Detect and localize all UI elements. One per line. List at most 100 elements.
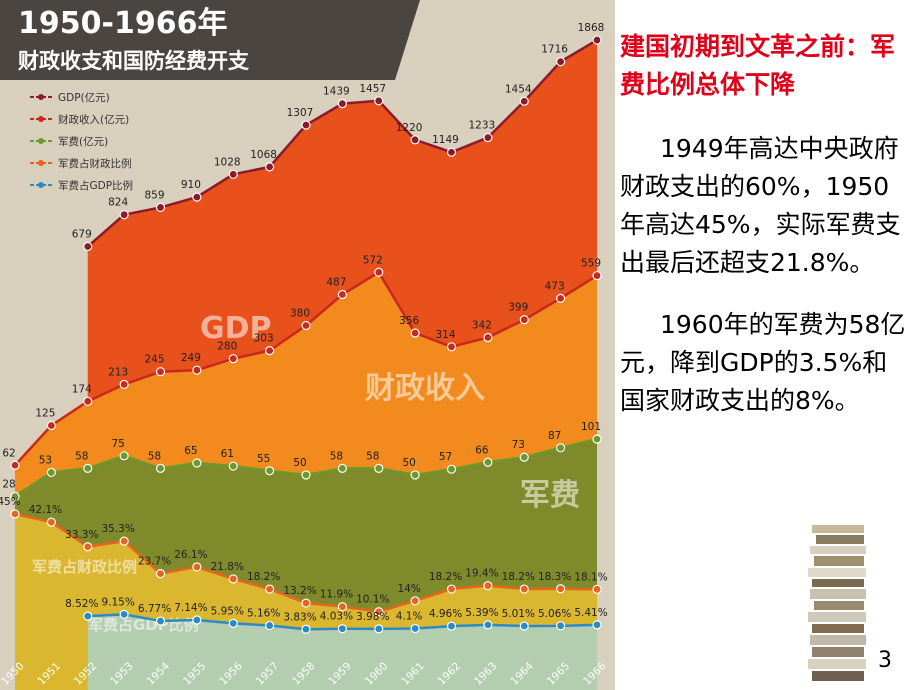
data-point: [265, 466, 275, 476]
data-point: [265, 620, 275, 631]
data-point: [446, 147, 457, 157]
data-point: [192, 458, 202, 468]
data-label: 28: [2, 478, 15, 490]
data-label: 58: [330, 450, 343, 462]
data-label: 314: [435, 329, 455, 341]
legend-label: 军费占GDP比例: [58, 179, 133, 192]
data-point: [83, 241, 93, 252]
legend-label: GDP(亿元): [58, 91, 110, 104]
data-point: [556, 621, 566, 631]
data-point: [301, 470, 311, 480]
data-label: 26.1%: [174, 549, 207, 561]
data-label: 1307: [287, 107, 314, 119]
data-label: 18.2%: [247, 571, 280, 583]
data-label: 8.52%: [65, 598, 98, 610]
plot: GDP财政收入军费军费占财政比例军费占GDP比例6798248599101028…: [0, 22, 609, 690]
chart-subtitle: 财政收支和国防经费开支: [18, 49, 250, 73]
data-label: 399: [508, 302, 528, 314]
data-point: [10, 509, 20, 519]
data-label: 174: [72, 383, 92, 395]
data-point: [10, 491, 20, 501]
legend-swatch: [38, 138, 44, 144]
data-label: 249: [181, 352, 201, 364]
data-point: [410, 470, 420, 480]
data-label: 3.83%: [283, 611, 316, 623]
data-label: 1220: [396, 122, 423, 134]
data-label: 65: [184, 445, 197, 457]
data-label: 245: [144, 354, 164, 366]
title-box: [0, 0, 420, 80]
data-point: [374, 96, 384, 106]
data-label: 45%: [0, 496, 21, 508]
data-point: [265, 162, 275, 172]
data-label: 1457: [359, 83, 386, 95]
area-label: GDP: [200, 311, 272, 346]
data-point: [519, 621, 529, 631]
page-number: 3: [878, 648, 892, 673]
data-label: 824: [108, 197, 128, 209]
data-label: 1716: [541, 44, 568, 56]
data-label: 55: [257, 453, 270, 465]
data-point: [410, 596, 420, 606]
area-label: 财政收入: [365, 371, 485, 406]
data-label: 10.1%: [356, 594, 389, 606]
data-label: 62: [2, 447, 15, 459]
data-point: [446, 464, 457, 474]
data-point: [337, 463, 347, 473]
data-label: 1439: [323, 86, 350, 98]
data-point: [155, 202, 166, 213]
data-label: 7.14%: [174, 602, 207, 614]
data-label: 73: [512, 439, 525, 451]
data-label: 125: [35, 408, 55, 420]
data-label: 18.2%: [502, 571, 535, 583]
data-label: 66: [475, 444, 489, 456]
data-point: [337, 624, 347, 634]
data-point: [228, 618, 238, 628]
legend-swatch: [38, 116, 44, 122]
data-point: [519, 315, 529, 325]
data-label: 18.3%: [538, 571, 571, 583]
data-label: 213: [108, 366, 128, 378]
paragraph: 1960年的军费为58亿元，降到GDP的3.5%和国家财政支出的8%。: [620, 310, 906, 415]
data-point: [410, 328, 420, 338]
data-point: [83, 396, 93, 406]
data-label: 1028: [214, 156, 241, 168]
data-point: [374, 607, 384, 617]
data-point: [483, 620, 493, 630]
chart-title: 1950-1966年: [18, 6, 227, 41]
data-label: 18.1%: [574, 571, 607, 583]
area-label: 军费: [520, 478, 580, 513]
data-point: [10, 460, 20, 470]
data-label: 50: [402, 457, 415, 469]
data-label: 356: [399, 315, 419, 327]
area-label: 军费占财政比例: [32, 558, 137, 576]
data-label: 1868: [578, 22, 605, 34]
data-label: 33.3%: [65, 529, 98, 541]
data-point: [592, 620, 602, 630]
data-point: [265, 584, 275, 594]
data-label: 75: [111, 438, 124, 450]
data-point: [374, 267, 384, 277]
data-point: [556, 57, 566, 67]
data-point: [192, 562, 202, 572]
data-label: 19.4%: [465, 568, 498, 580]
legend-swatch: [38, 182, 44, 188]
data-label: 303: [254, 333, 274, 345]
data-point: [483, 581, 493, 591]
legend-swatch: [38, 94, 44, 100]
data-label: 42.1%: [29, 504, 62, 516]
data-point: [155, 616, 166, 626]
data-label: 859: [144, 189, 164, 201]
paragraph: 1949年高达中央政府财政支出的60%，1950年高达45%，实际军费支出最后还…: [620, 134, 901, 277]
data-point: [119, 451, 129, 461]
data-label: 21.8%: [211, 561, 244, 573]
data-label: 87: [548, 430, 561, 442]
data-label: 3.98%: [356, 611, 389, 623]
data-label: 5.39%: [465, 607, 498, 619]
data-label: 910: [181, 179, 201, 191]
data-point: [119, 536, 129, 546]
data-point: [155, 463, 166, 473]
data-label: 5.16%: [247, 608, 280, 620]
data-point: [46, 467, 56, 478]
data-label: 14%: [397, 583, 420, 595]
